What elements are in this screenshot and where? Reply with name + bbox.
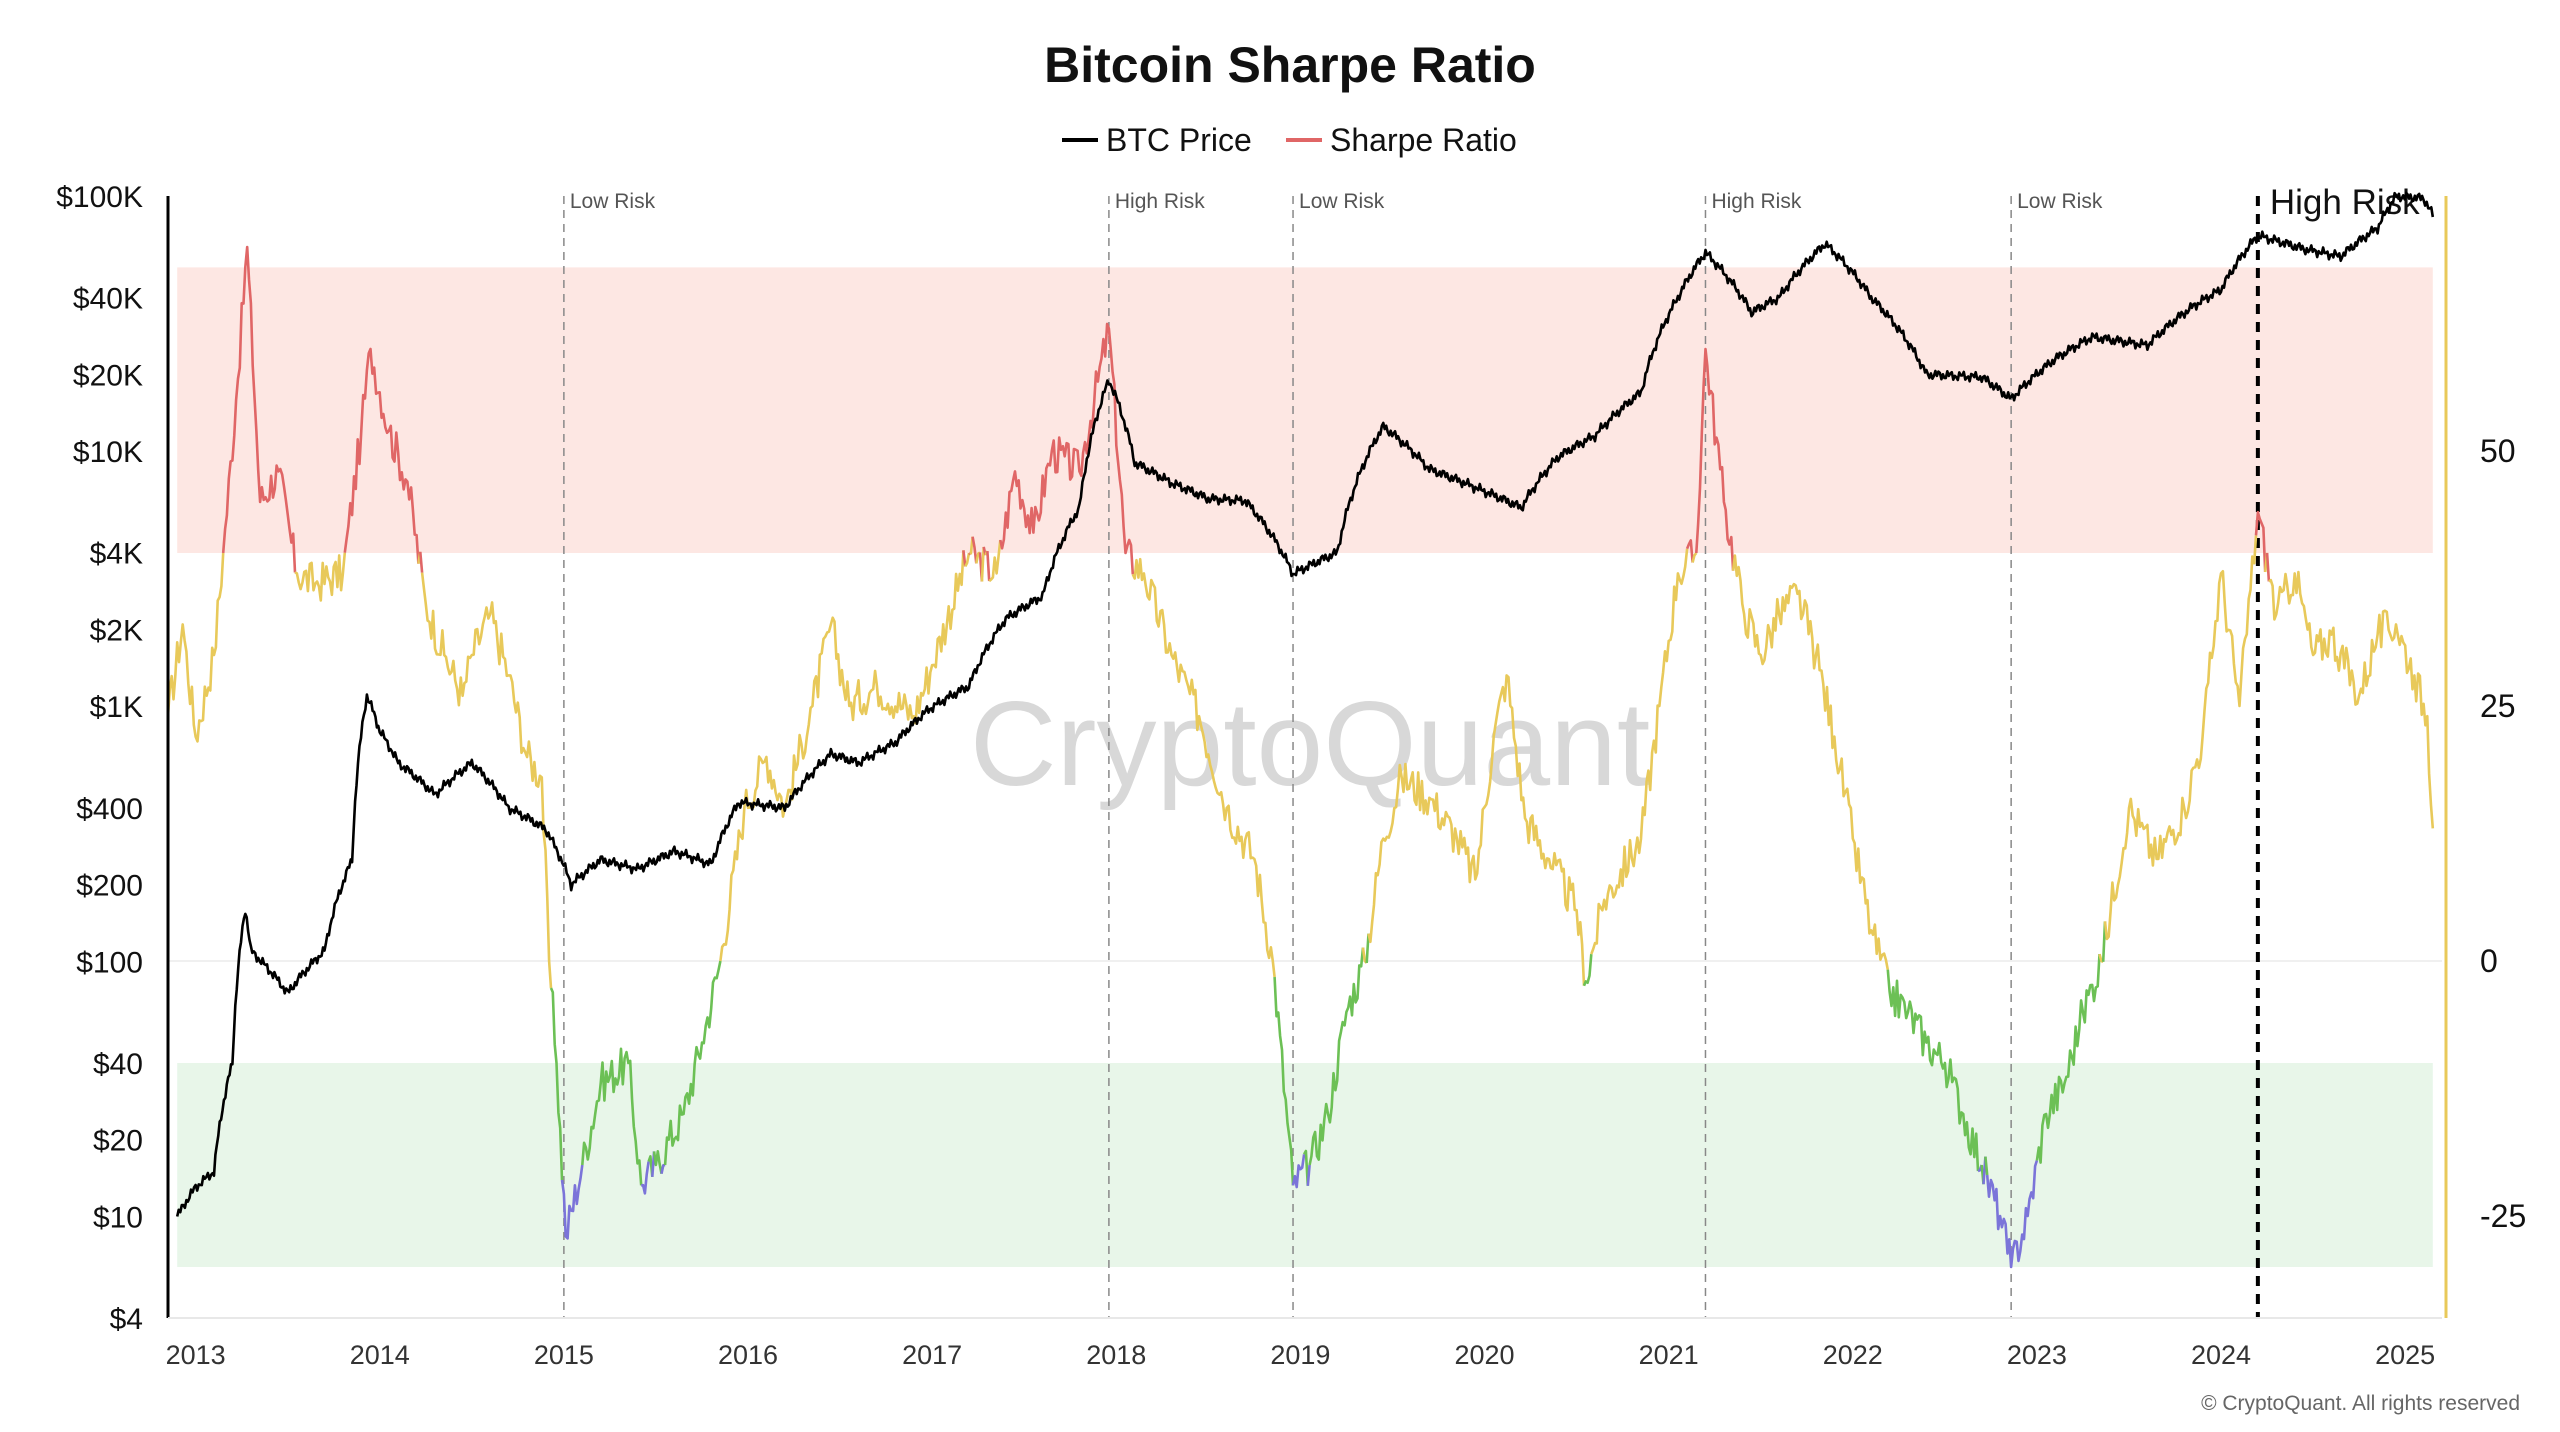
sharpe-segment: [1731, 554, 1890, 970]
x-tick-label: 2021: [1639, 1340, 1699, 1370]
sharpe-segment: [2268, 570, 2435, 829]
y-left-tick-label: $2K: [90, 614, 143, 647]
sharpe-segment: [719, 550, 965, 962]
sharpe-segment: [2035, 954, 2101, 1164]
marker-label-current: High Risk: [2270, 183, 2420, 222]
x-tick-label: 2020: [1454, 1340, 1514, 1370]
legend-label-sharpe-ratio: Sharpe Ratio: [1330, 122, 1517, 158]
x-tick-label: 2025: [2375, 1340, 2435, 1370]
y-left-tick-label: $100K: [56, 181, 143, 214]
x-tick-label: 2022: [1823, 1340, 1883, 1370]
marker-label: Low Risk: [1299, 190, 1385, 213]
sharpe-segment: [1590, 548, 1689, 955]
chart-title: Bitcoin Sharpe Ratio: [1044, 37, 1536, 93]
sharpe-segment: [294, 552, 347, 602]
y-left-tick-label: $1K: [90, 691, 143, 724]
sharpe-segment: [1985, 1160, 2039, 1269]
sharpe-segment: [420, 572, 553, 989]
y-right-tick-label: -25: [2480, 1198, 2526, 1234]
y-left-tick-label: $20: [93, 1125, 143, 1158]
sharpe-segment: [419, 551, 424, 573]
x-tick-label: 2014: [350, 1340, 410, 1370]
y-left-tick-label: $10: [93, 1201, 143, 1234]
sharpe-segment: [221, 245, 297, 573]
sharpe-segment: [1685, 539, 1694, 563]
marker-label: High Risk: [1711, 190, 1801, 213]
x-tick-label: 2019: [1270, 1340, 1330, 1370]
x-tick-label: 2024: [2191, 1340, 2251, 1370]
x-tick-label: 2017: [902, 1340, 962, 1370]
sharpe-segment: [964, 552, 971, 568]
y-right-tick-label: 50: [2480, 433, 2516, 469]
sharpe-segment: [1691, 552, 1698, 563]
y-left-tick-label: $4: [110, 1303, 143, 1336]
marker-label: Low Risk: [570, 190, 656, 213]
y-left-tick-label: $200: [76, 870, 143, 903]
sharpe-segment: [1302, 1149, 1310, 1186]
sharpe-segment: [560, 1164, 584, 1240]
y-left-tick-label: $20K: [73, 359, 143, 392]
x-tick-label: 2015: [534, 1340, 594, 1370]
sharpe-segment: [962, 550, 967, 567]
sharpe-segment: [2265, 552, 2271, 582]
sharpe-segment: [1291, 1154, 1306, 1189]
x-tick-label: 2013: [166, 1340, 226, 1370]
sharpe-segment: [641, 1161, 650, 1195]
sharpe-segment: [343, 347, 420, 564]
sharpe-segment: [971, 536, 978, 564]
y-right-tick-label: 0: [2480, 943, 2498, 979]
sharpe-segment: [1308, 947, 1365, 1166]
legend: BTC Price Sharpe Ratio: [1062, 122, 1517, 158]
y-right-tick-labels: 50 25 0 -25: [2480, 433, 2526, 1234]
sharpe-segment: [1131, 557, 1276, 978]
sharpe-segment: [1367, 674, 1586, 986]
sharpe-segment: [980, 546, 985, 582]
low-risk-zone: [177, 1063, 2433, 1267]
sharpe-segment: [988, 539, 1002, 583]
sharpe-segment: [2103, 535, 2258, 941]
sharpe-segment: [986, 551, 991, 582]
y-left-tick-label: $40K: [73, 283, 143, 316]
sharpe-segment: [1984, 1156, 1989, 1176]
high-risk-zone: [177, 267, 2433, 553]
legend-label-btc-price: BTC Price: [1106, 122, 1252, 158]
sharpe-segment: [1582, 953, 1593, 987]
sharpe-segment: [999, 322, 1135, 575]
marker-label: High Risk: [1115, 190, 1205, 213]
x-tick-labels: 2013 2014 2015 2016 2017 2018 2019 2020 2021 2022…: [166, 1340, 2436, 1370]
sharpe-segment: [1273, 977, 1295, 1186]
sharpe-segment: [652, 1150, 663, 1174]
sharpe-segment: [1695, 347, 1735, 571]
y-right-tick-label: 25: [2480, 688, 2516, 724]
axes: [166, 196, 2448, 1319]
btc-price-series: [175, 191, 2435, 1217]
cycle-markers: Low Risk High Risk Low Risk High Risk Low Ri…: [563, 183, 2420, 1318]
x-tick-label: 2016: [718, 1340, 778, 1370]
btc-price-line: [175, 191, 2435, 1217]
copyright-notice: © CryptoQuant. All rights reserved: [2201, 1392, 2520, 1415]
y-left-tick-label: $10K: [73, 436, 143, 469]
sharpe-segment: [166, 552, 225, 743]
sharpe-segment: [1886, 969, 1980, 1172]
watermark: CryptoQuant: [970, 677, 1650, 811]
sharpe-segment: [581, 1047, 643, 1186]
y-left-tick-label: $100: [76, 946, 143, 979]
sharpe-segment: [549, 987, 564, 1181]
y-left-tick-label: $400: [76, 793, 143, 826]
y-left-tick-labels: $100K $40K $20K $10K $4K $2K $1K $400 $200 $100 $4…: [56, 181, 143, 1336]
y-left-tick-label: $40: [93, 1048, 143, 1081]
sharpe-segment: [660, 1163, 666, 1174]
x-tick-label: 2023: [2007, 1340, 2067, 1370]
sharpe-segment: [1365, 933, 1370, 963]
y-left-tick-label: $4K: [90, 538, 143, 571]
sharpe-ratio-series: [166, 245, 2435, 1269]
sharpe-segment: [2254, 510, 2267, 573]
x-tick-label: 2018: [1086, 1340, 1146, 1370]
marker-label: Low Risk: [2017, 190, 2103, 213]
sharpe-segment: [1306, 1164, 1311, 1186]
sharpe-segment: [663, 960, 722, 1166]
